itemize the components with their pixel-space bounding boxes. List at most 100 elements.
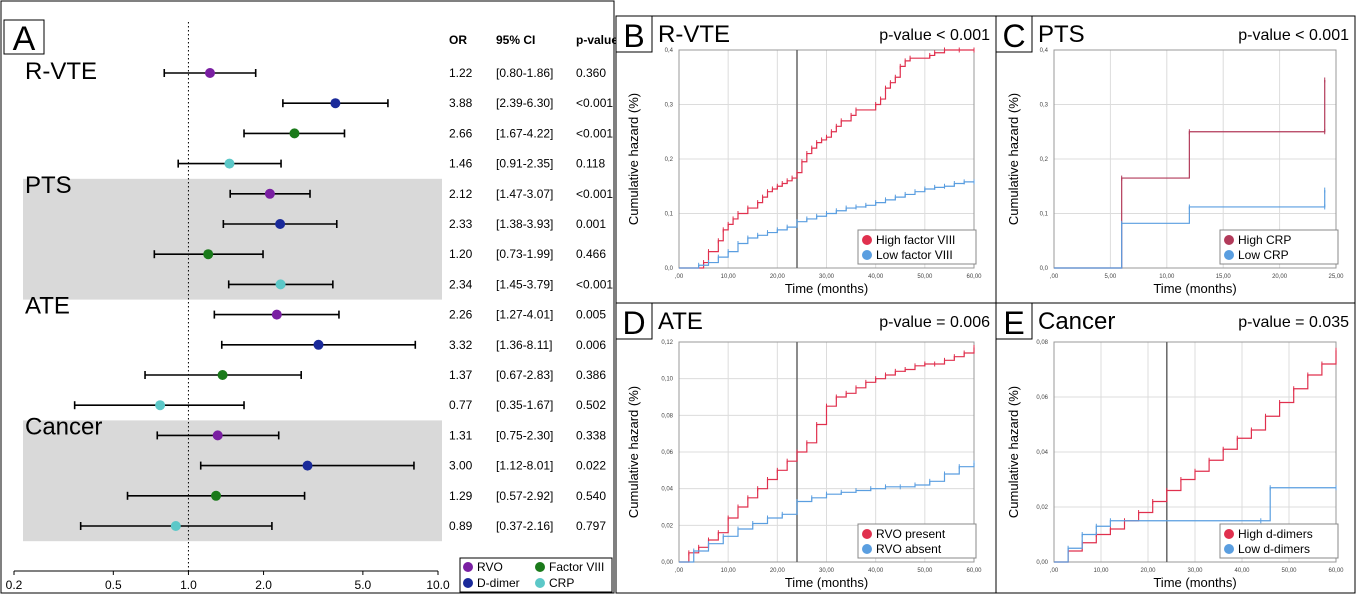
x-tick-label: 30,00 [819, 568, 835, 574]
p-value: 0.502 [576, 398, 606, 412]
x-tick-label: ,00 [675, 274, 684, 280]
or-value: 3.32 [449, 338, 473, 352]
forest-legend-box [459, 557, 613, 593]
y-tick-label: 0,08 [661, 413, 673, 419]
group-label-pts: PTS [25, 172, 72, 199]
or-value: 1.29 [449, 489, 473, 503]
y-tick-label: 0,4 [1040, 48, 1049, 54]
x-tick-label: 40,00 [1234, 568, 1250, 574]
y-tick-label: 0,2 [665, 157, 674, 163]
legend-marker [535, 578, 545, 588]
x-tick-label: 20,00 [1272, 274, 1288, 280]
ci-value: [1.12-8.01] [496, 459, 553, 473]
y-axis-label: Cumulative hazard (%) [1006, 93, 1021, 225]
x-axis-label: Time (months) [785, 281, 868, 296]
legend-marker [1224, 544, 1234, 554]
legend-marker [1224, 529, 1234, 539]
x-tick-label: 60,00 [966, 568, 982, 574]
forest-row: 2.33 [1.38-3.93] 0.001 [222, 217, 606, 231]
panel-title: R-VTE [658, 21, 730, 48]
p-value: 0.386 [576, 368, 606, 382]
panel-letter: A [13, 20, 36, 58]
forest-tick-label: 0.2 [6, 578, 23, 592]
ci-value: [1.27-4.01] [496, 308, 553, 322]
km-panel-d: D ATE p-value = 0.006 ,00 10,00 20,00 30,00 40,… [615, 302, 997, 594]
or-value: 2.33 [449, 217, 473, 231]
y-tick-label: 0,12 [661, 340, 673, 346]
p-value: 0.022 [576, 459, 606, 473]
ci-value: [1.67-4.22] [496, 126, 553, 140]
ci-value: [1.45-3.79] [496, 277, 553, 291]
y-tick-label: 0,2 [1040, 157, 1049, 163]
forest-row: 0.77 [0.35-1.67] 0.502 [73, 398, 606, 412]
forest-row: 1.29 [0.57-2.92] 0.540 [126, 489, 606, 503]
legend-label: D-dimer [477, 576, 520, 590]
x-tick-label: ,00 [1050, 274, 1059, 280]
panel-a-frame [0, 0, 615, 594]
x-tick-label: 60,00 [1328, 568, 1344, 574]
km-panel-e: E Cancer p-value = 0.035 ,00 10,00 20,00 30,00… [995, 302, 1356, 594]
panel-letter: E [1003, 305, 1024, 341]
or-point [271, 309, 282, 320]
x-tick-label: 10,00 [721, 274, 737, 280]
legend-marker [463, 562, 473, 572]
or-value: 0.89 [449, 519, 473, 533]
forest-row: 3.32 [1.36-8.11] 0.006 [220, 338, 606, 352]
x-tick-label: 60,00 [966, 274, 982, 280]
x-tick-label: 20,00 [770, 274, 786, 280]
panel-letter: D [622, 305, 645, 341]
or-point [224, 158, 235, 169]
panel-letter-box [995, 15, 1033, 53]
or-value: 1.46 [449, 157, 473, 171]
legend-marker [1224, 235, 1234, 245]
plot-area [678, 49, 975, 269]
panel-letter-box [615, 302, 653, 340]
or-value: 3.00 [449, 459, 473, 473]
legend-marker [1224, 250, 1234, 260]
legend-label: Factor VIII [549, 560, 604, 574]
forest-row: 1.31 [0.75-2.30] 0.338 [156, 428, 606, 442]
p-value: 0.001 [576, 217, 606, 231]
or-point [170, 521, 181, 531]
forest-tick-label: 1.0 [180, 578, 197, 592]
x-tick-label: 10,00 [1093, 568, 1109, 574]
legend-marker [862, 235, 872, 245]
forest-row: 2.26 [1.27-4.01] 0.005 [213, 308, 606, 322]
y-tick-label: 0,08 [1036, 340, 1048, 346]
ci-value: [0.75-2.30] [496, 428, 553, 442]
km-legend-box [857, 229, 977, 265]
or-point [203, 249, 214, 260]
km-legend-box [1219, 523, 1339, 559]
x-tick-label: 50,00 [1281, 568, 1297, 574]
panel-letter-box [3, 19, 45, 55]
legend-marker [862, 250, 872, 260]
x-tick-label: 20,00 [1140, 568, 1156, 574]
plot-area [1053, 341, 1337, 563]
y-tick-label: 0,06 [1036, 395, 1048, 401]
forest-row: 1.37 [0.67-2.83] 0.386 [144, 368, 606, 382]
forest-row: 3.88 [2.39-6.30] <0.001 [282, 96, 613, 110]
or-value: 1.22 [449, 66, 473, 80]
panel-pvalue: p-value < 0.001 [1238, 27, 1349, 44]
km-panel-b: B R-VTE p-value < 0.001 ,00 10,00 20,00 30,00 4… [615, 15, 997, 304]
or-value: 2.12 [449, 187, 473, 201]
or-point [212, 430, 223, 441]
shade-pts [23, 178, 442, 300]
or-point [275, 279, 286, 290]
panel-pvalue: p-value < 0.001 [879, 27, 990, 44]
or-value: 0.77 [449, 398, 473, 412]
p-value: <0.001 [576, 96, 613, 110]
legend-label: High d-dimers [1238, 527, 1313, 541]
or-point [289, 128, 300, 139]
col-header-or: OR [449, 33, 467, 47]
x-tick-label: ,00 [675, 568, 684, 574]
forest-row: 3.00 [1.12-8.01] 0.022 [199, 459, 606, 473]
p-value: 0.797 [576, 519, 606, 533]
p-value: 0.338 [576, 428, 606, 442]
ci-value: [0.57-2.92] [496, 489, 553, 503]
legend-label: Low d-dimers [1238, 542, 1310, 556]
y-tick-label: 0,0 [665, 266, 674, 272]
km-legend-box [1219, 229, 1339, 265]
p-value: 0.118 [576, 157, 605, 171]
or-point [330, 98, 341, 109]
